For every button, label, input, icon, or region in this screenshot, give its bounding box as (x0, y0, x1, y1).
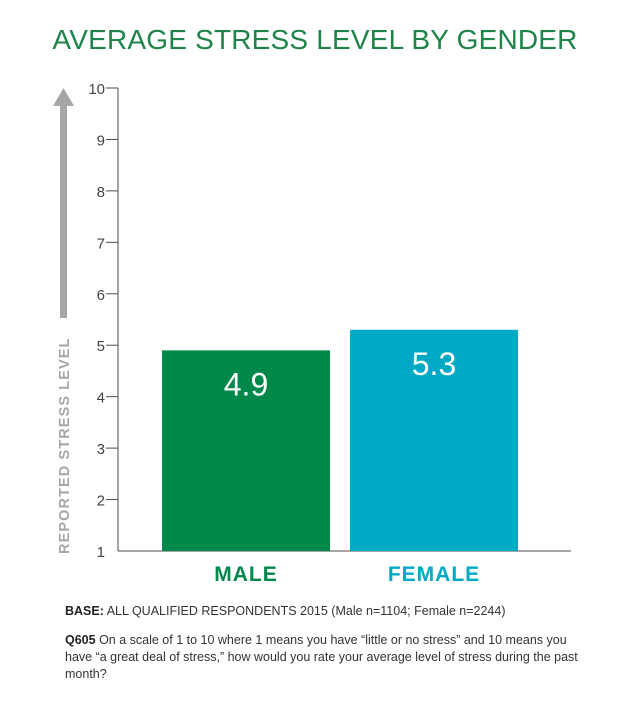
y-tick-label: 10 (88, 81, 105, 98)
base-note: BASE: ALL QUALIFIED RESPONDENTS 2015 (Ma… (65, 603, 595, 620)
base-text: ALL QUALIFIED RESPONDENTS 2015 (Male n=1… (103, 604, 506, 618)
y-tick-label: 2 (97, 493, 105, 510)
y-tick-label: 8 (97, 184, 105, 201)
bar-value-label: 4.9 (224, 366, 268, 402)
y-tick-label: 9 (97, 132, 105, 149)
y-tick-label: 1 (97, 544, 105, 561)
chart-title: AVERAGE STRESS LEVEL BY GENDER (52, 24, 578, 55)
y-tick-label: 3 (97, 441, 105, 458)
question-label: Q605 (65, 633, 96, 647)
bar-female (350, 329, 518, 551)
x-category-label: MALE (214, 563, 278, 586)
base-label: BASE: (65, 604, 104, 618)
question-note: Q605 On a scale of 1 to 10 where 1 means… (65, 632, 595, 683)
bar-chart: REPORTED STRESS LEVEL 1 2 3 4 5 6 7 8 9 10 4.9 MAL… (53, 81, 571, 586)
y-tick-label: 6 (97, 287, 105, 304)
bar-value-label: 5.3 (412, 346, 456, 382)
y-tick-label: 7 (97, 235, 105, 252)
y-tick-label: 5 (97, 338, 105, 355)
bar-male (162, 350, 330, 551)
y-axis-label: REPORTED STRESS LEVEL (57, 338, 73, 554)
y-axis-arrow (53, 88, 74, 318)
y-tick-label: 4 (97, 390, 105, 407)
x-category-label: FEMALE (388, 563, 480, 586)
question-text: On a scale of 1 to 10 where 1 means you … (65, 633, 578, 681)
